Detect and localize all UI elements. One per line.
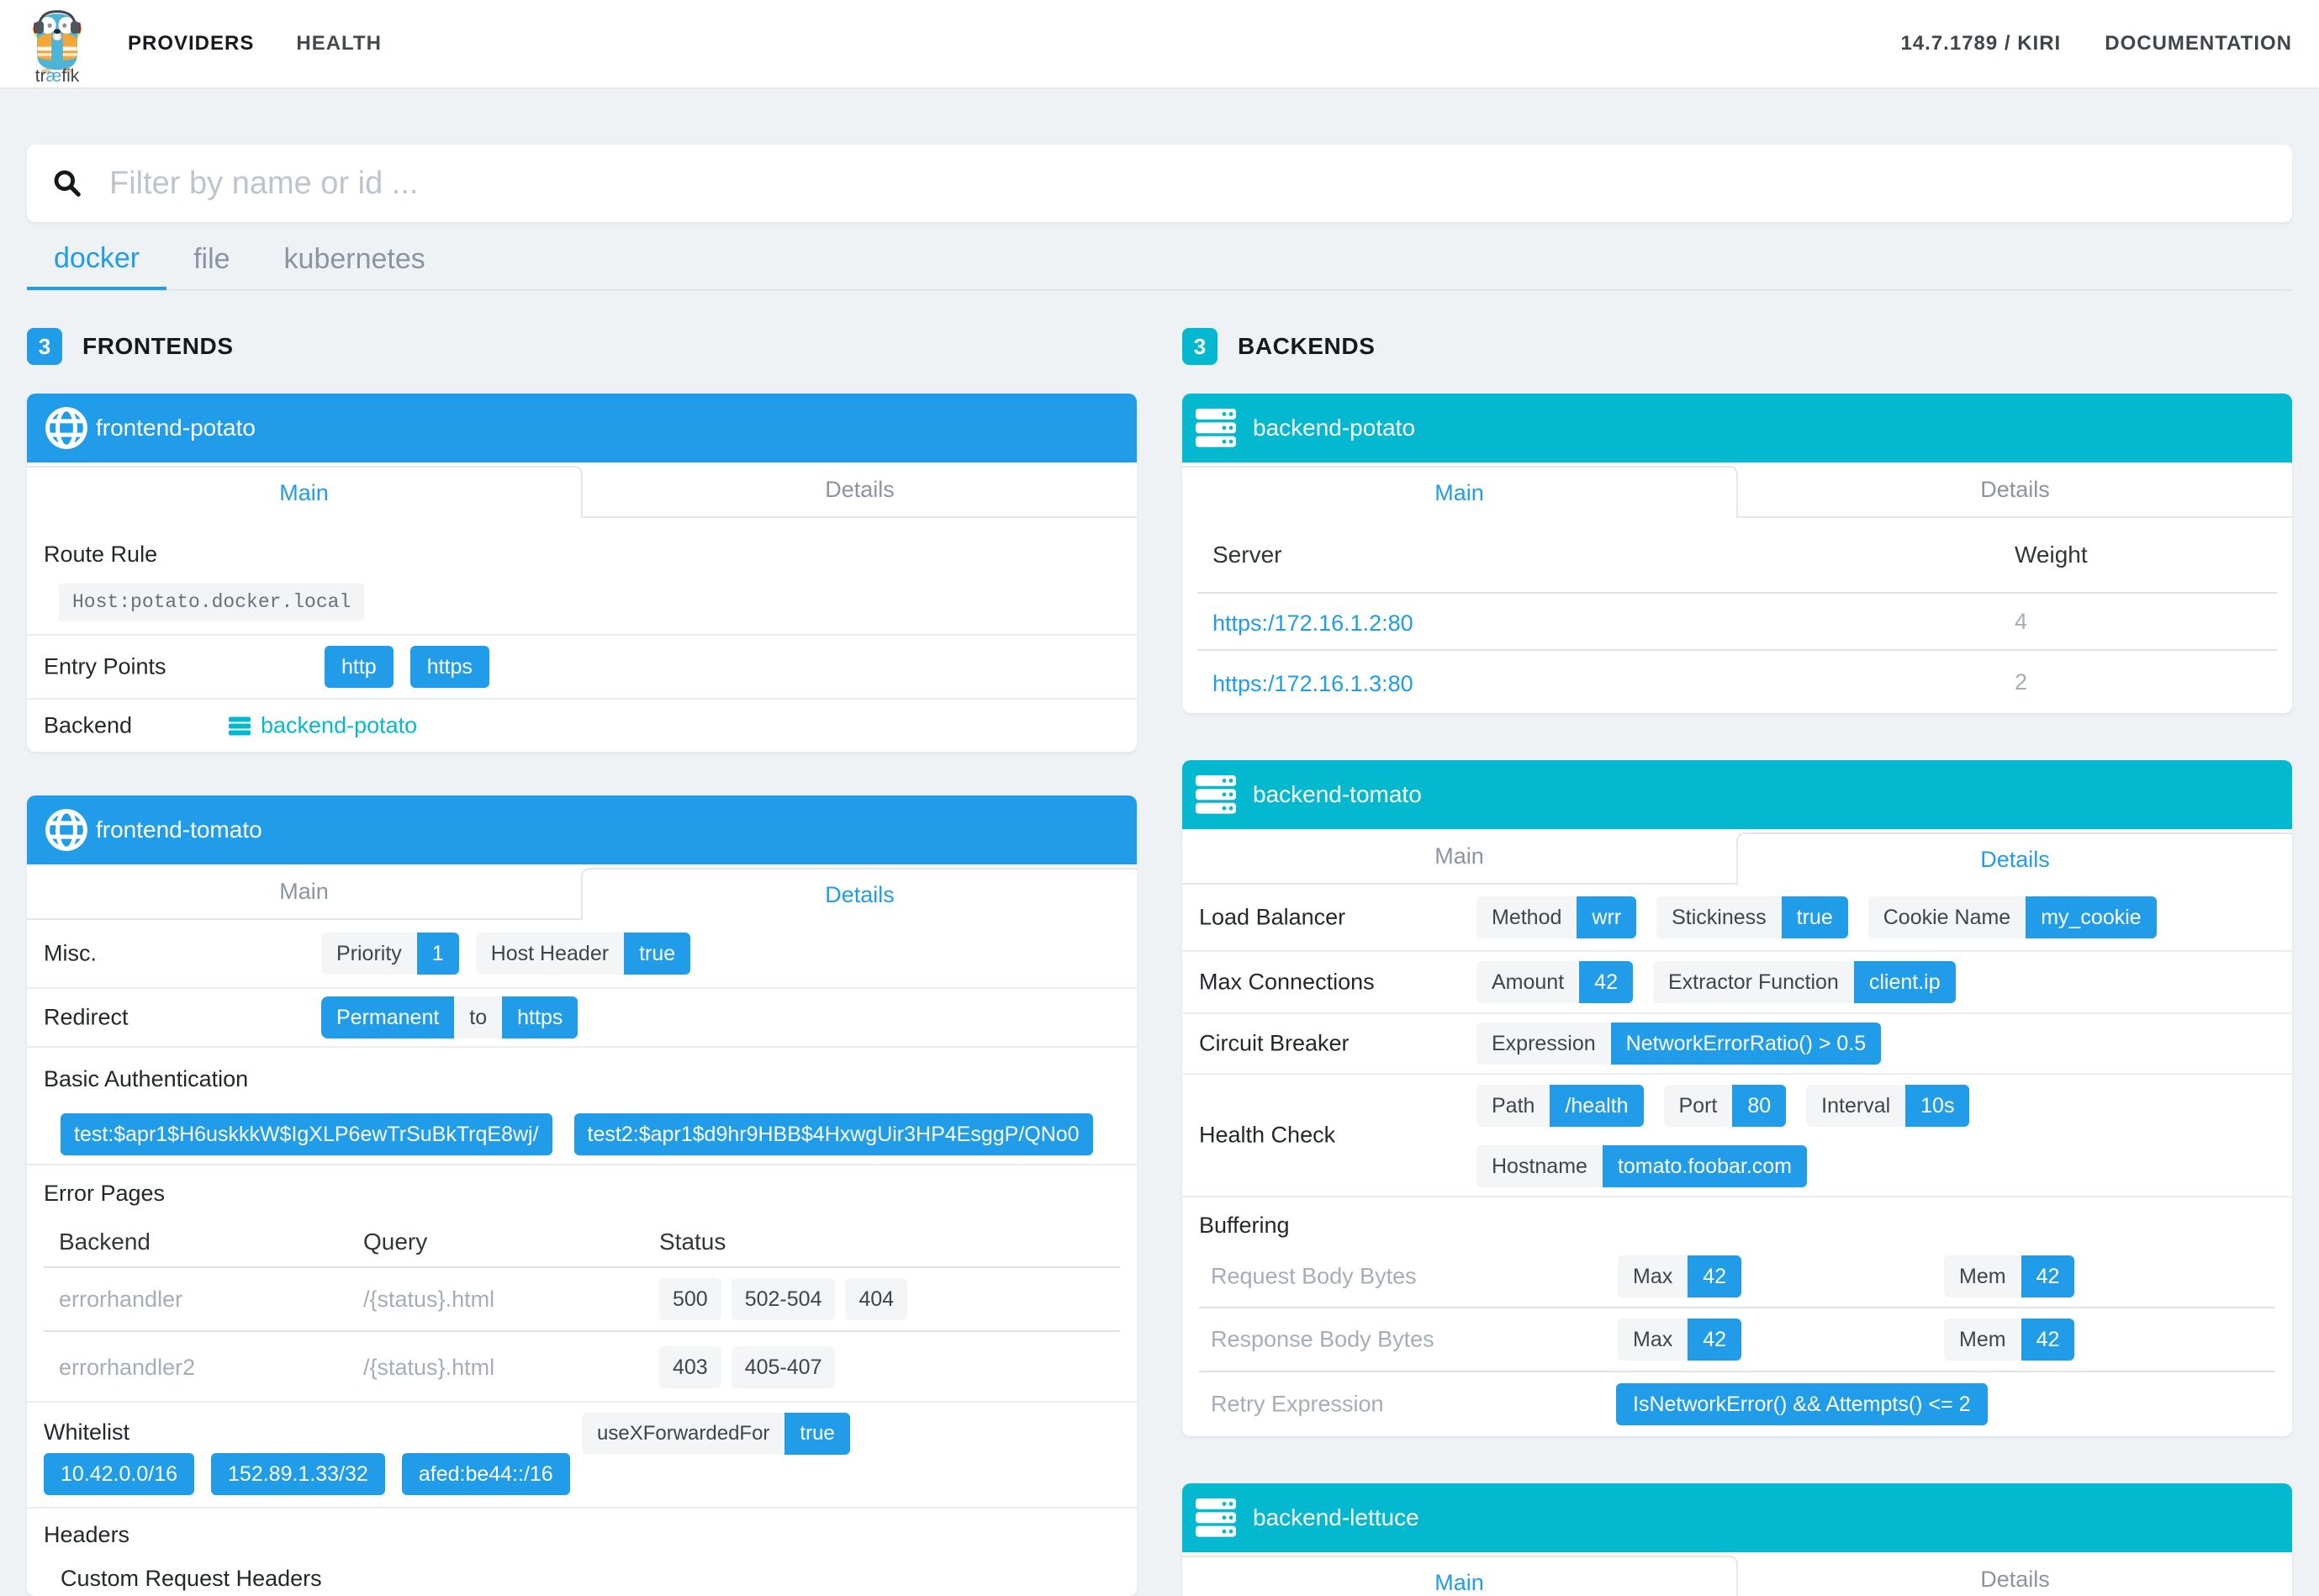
svg-text:træfik: træfik xyxy=(35,66,80,84)
